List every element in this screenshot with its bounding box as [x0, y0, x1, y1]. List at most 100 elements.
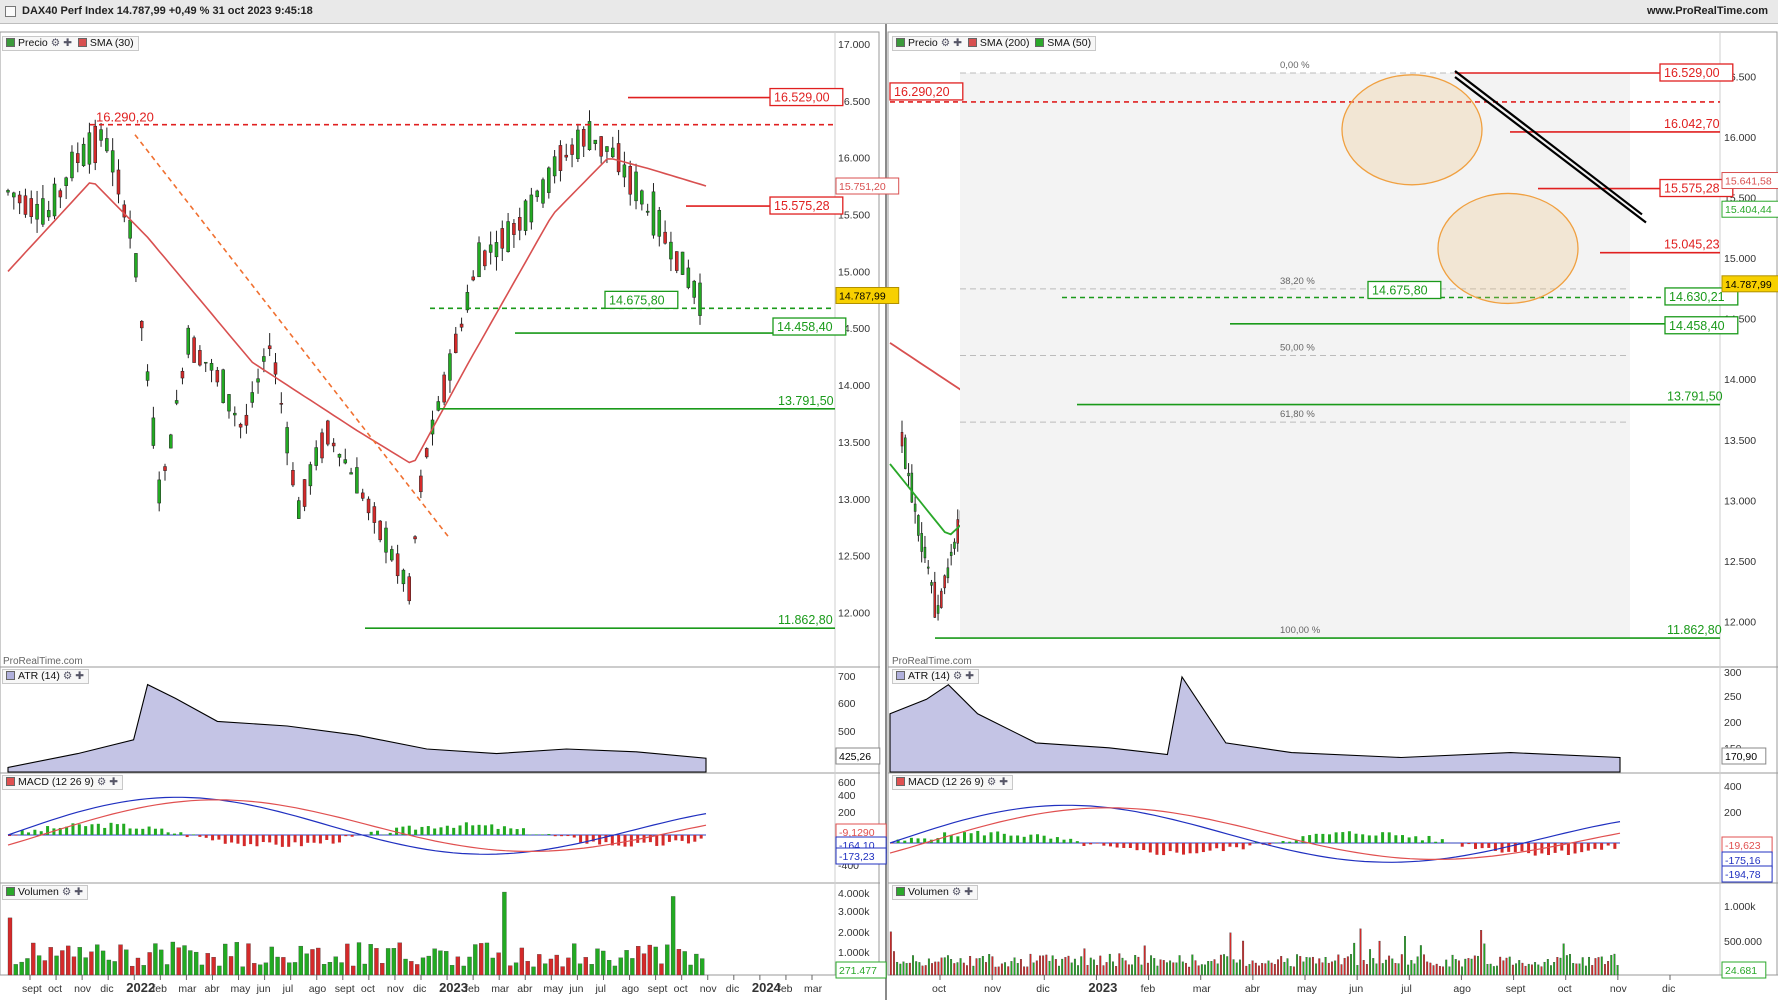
left-signal-line: [7, 799, 707, 852]
right-histogram-bar: [1228, 843, 1232, 847]
right-volume-bar: [1410, 960, 1413, 976]
price-tick-label: 13.000: [838, 494, 870, 506]
right-volume-bar: [1137, 956, 1140, 976]
site-url[interactable]: www.ProRealTime.com: [1646, 5, 1768, 17]
candle-body: [76, 153, 80, 164]
right-volume-bar: [1054, 959, 1057, 976]
right-volume-bar: [1115, 966, 1118, 976]
plus-icon[interactable]: ✚: [75, 670, 85, 682]
right-histogram-bar: [1115, 843, 1119, 848]
price-tick-label: 17.000: [838, 39, 870, 51]
candle-body: [81, 143, 86, 166]
right-volume-bar: [962, 962, 965, 976]
wrench-icon[interactable]: ⚙: [952, 670, 963, 682]
left-atr-legend[interactable]: ATR (14) ⚙ ✚: [2, 669, 90, 684]
right-histogram-bar: [1241, 843, 1245, 850]
level-label-16042: 16.042,70: [1664, 117, 1720, 131]
left-macd-legend[interactable]: MACD (12 26 9) ⚙ ✚: [2, 775, 124, 790]
left-histogram-bar: [160, 828, 164, 835]
left-volume-bar: [618, 957, 623, 976]
right-atr-legend[interactable]: ATR (14) ⚙ ✚: [892, 669, 980, 684]
candle-body: [512, 223, 516, 235]
right-volume-bar: [1296, 954, 1299, 976]
left-histogram-bar: [490, 824, 494, 835]
right-volume-bar: [1064, 957, 1067, 976]
left-histogram-bar: [128, 828, 132, 835]
plus-icon[interactable]: ✚: [63, 37, 72, 49]
right-histogram-bar: [1321, 833, 1325, 843]
wrench-icon[interactable]: ⚙: [50, 37, 61, 49]
x-axis-label: 2023: [1088, 980, 1117, 995]
right-volume-bar: [1108, 953, 1111, 976]
plus-icon[interactable]: ✚: [965, 670, 975, 682]
x-axis-label: jul: [594, 983, 606, 995]
right-volume-bar: [1600, 956, 1603, 976]
wrench-icon[interactable]: ⚙: [61, 886, 72, 898]
right-volume-bar: [1248, 964, 1251, 976]
left-histogram-bar: [617, 835, 621, 846]
right-histogram-bar: [1420, 840, 1424, 843]
atr-legend-label: ATR (14): [18, 670, 60, 682]
candle-body: [238, 423, 243, 428]
wrench-icon[interactable]: ⚙: [940, 37, 951, 49]
right-volume-bar: [1515, 963, 1518, 976]
plus-icon[interactable]: ✚: [964, 886, 974, 898]
candle-body: [680, 251, 685, 275]
plus-icon[interactable]: ✚: [999, 776, 1009, 788]
wrench-icon[interactable]: ⚙: [951, 886, 962, 898]
candle-body: [267, 345, 272, 350]
x-axis-label: may: [1297, 983, 1318, 995]
right-histogram-bar: [1301, 836, 1305, 843]
left-volume-bar: [182, 945, 187, 976]
left-histogram-bar: [299, 835, 303, 847]
right-volume-bar: [1016, 963, 1019, 976]
wrench-icon[interactable]: ⚙: [62, 670, 73, 682]
right-macd-tag-2-text: -175,16: [1725, 855, 1761, 867]
level-label-13791: 13.791,50: [1667, 390, 1723, 404]
right-volume-bar: [1058, 965, 1060, 976]
right-volume-bar: [902, 961, 905, 976]
wrench-icon[interactable]: ⚙: [96, 776, 107, 788]
left-histogram-bar: [547, 834, 551, 835]
right-volume-legend[interactable]: Volumen ⚙ ✚: [892, 885, 979, 900]
right-volume-bar: [1597, 957, 1600, 976]
right-volume-bar: [1397, 963, 1400, 976]
right-volume-bar: [1261, 963, 1264, 976]
left-volume-bar: [548, 958, 554, 976]
right-volume-bar: [1445, 959, 1448, 976]
window-icon[interactable]: [5, 6, 16, 17]
left-price-legend[interactable]: Precio ⚙ ✚ SMA (30): [2, 36, 139, 51]
right-histogram-bar: [1208, 843, 1212, 851]
candle-body: [541, 179, 545, 204]
right-histogram-bar: [989, 832, 993, 843]
right-histogram-bar: [1042, 835, 1046, 843]
right-volume-bar: [1534, 962, 1537, 976]
candle-body: [943, 575, 946, 589]
right-price-legend[interactable]: Precio ⚙ ✚ SMA (200) SMA (50): [892, 36, 1097, 51]
left-histogram-bar: [680, 835, 684, 841]
left-volume-bar: [310, 949, 315, 976]
candle-body: [29, 198, 34, 217]
left-histogram-bar: [27, 832, 31, 835]
left-volume-bar: [135, 957, 141, 976]
right-volume-bar: [946, 955, 949, 976]
right-volume-bar: [1229, 932, 1232, 976]
left-histogram-bar: [198, 835, 202, 837]
plus-icon[interactable]: ✚: [109, 776, 119, 788]
right-histogram-bar: [1480, 843, 1484, 849]
sma30-line: [7, 158, 707, 464]
wrench-icon[interactable]: ⚙: [986, 776, 997, 788]
candle-body: [262, 356, 266, 362]
left-histogram-bar: [71, 823, 75, 835]
left-volume-legend[interactable]: Volumen ⚙ ✚: [2, 885, 89, 900]
level-label-14675-text: 14.675,80: [609, 293, 665, 307]
candle-body: [384, 527, 388, 553]
right-volume-bar: [896, 961, 899, 976]
left-histogram-bar: [249, 835, 253, 845]
left-histogram-bar: [452, 827, 456, 835]
right-macd-legend[interactable]: MACD (12 26 9) ⚙ ✚: [892, 775, 1014, 790]
plus-icon[interactable]: ✚: [74, 886, 84, 898]
right-histogram-bar: [1493, 843, 1497, 851]
plus-icon[interactable]: ✚: [953, 37, 962, 49]
